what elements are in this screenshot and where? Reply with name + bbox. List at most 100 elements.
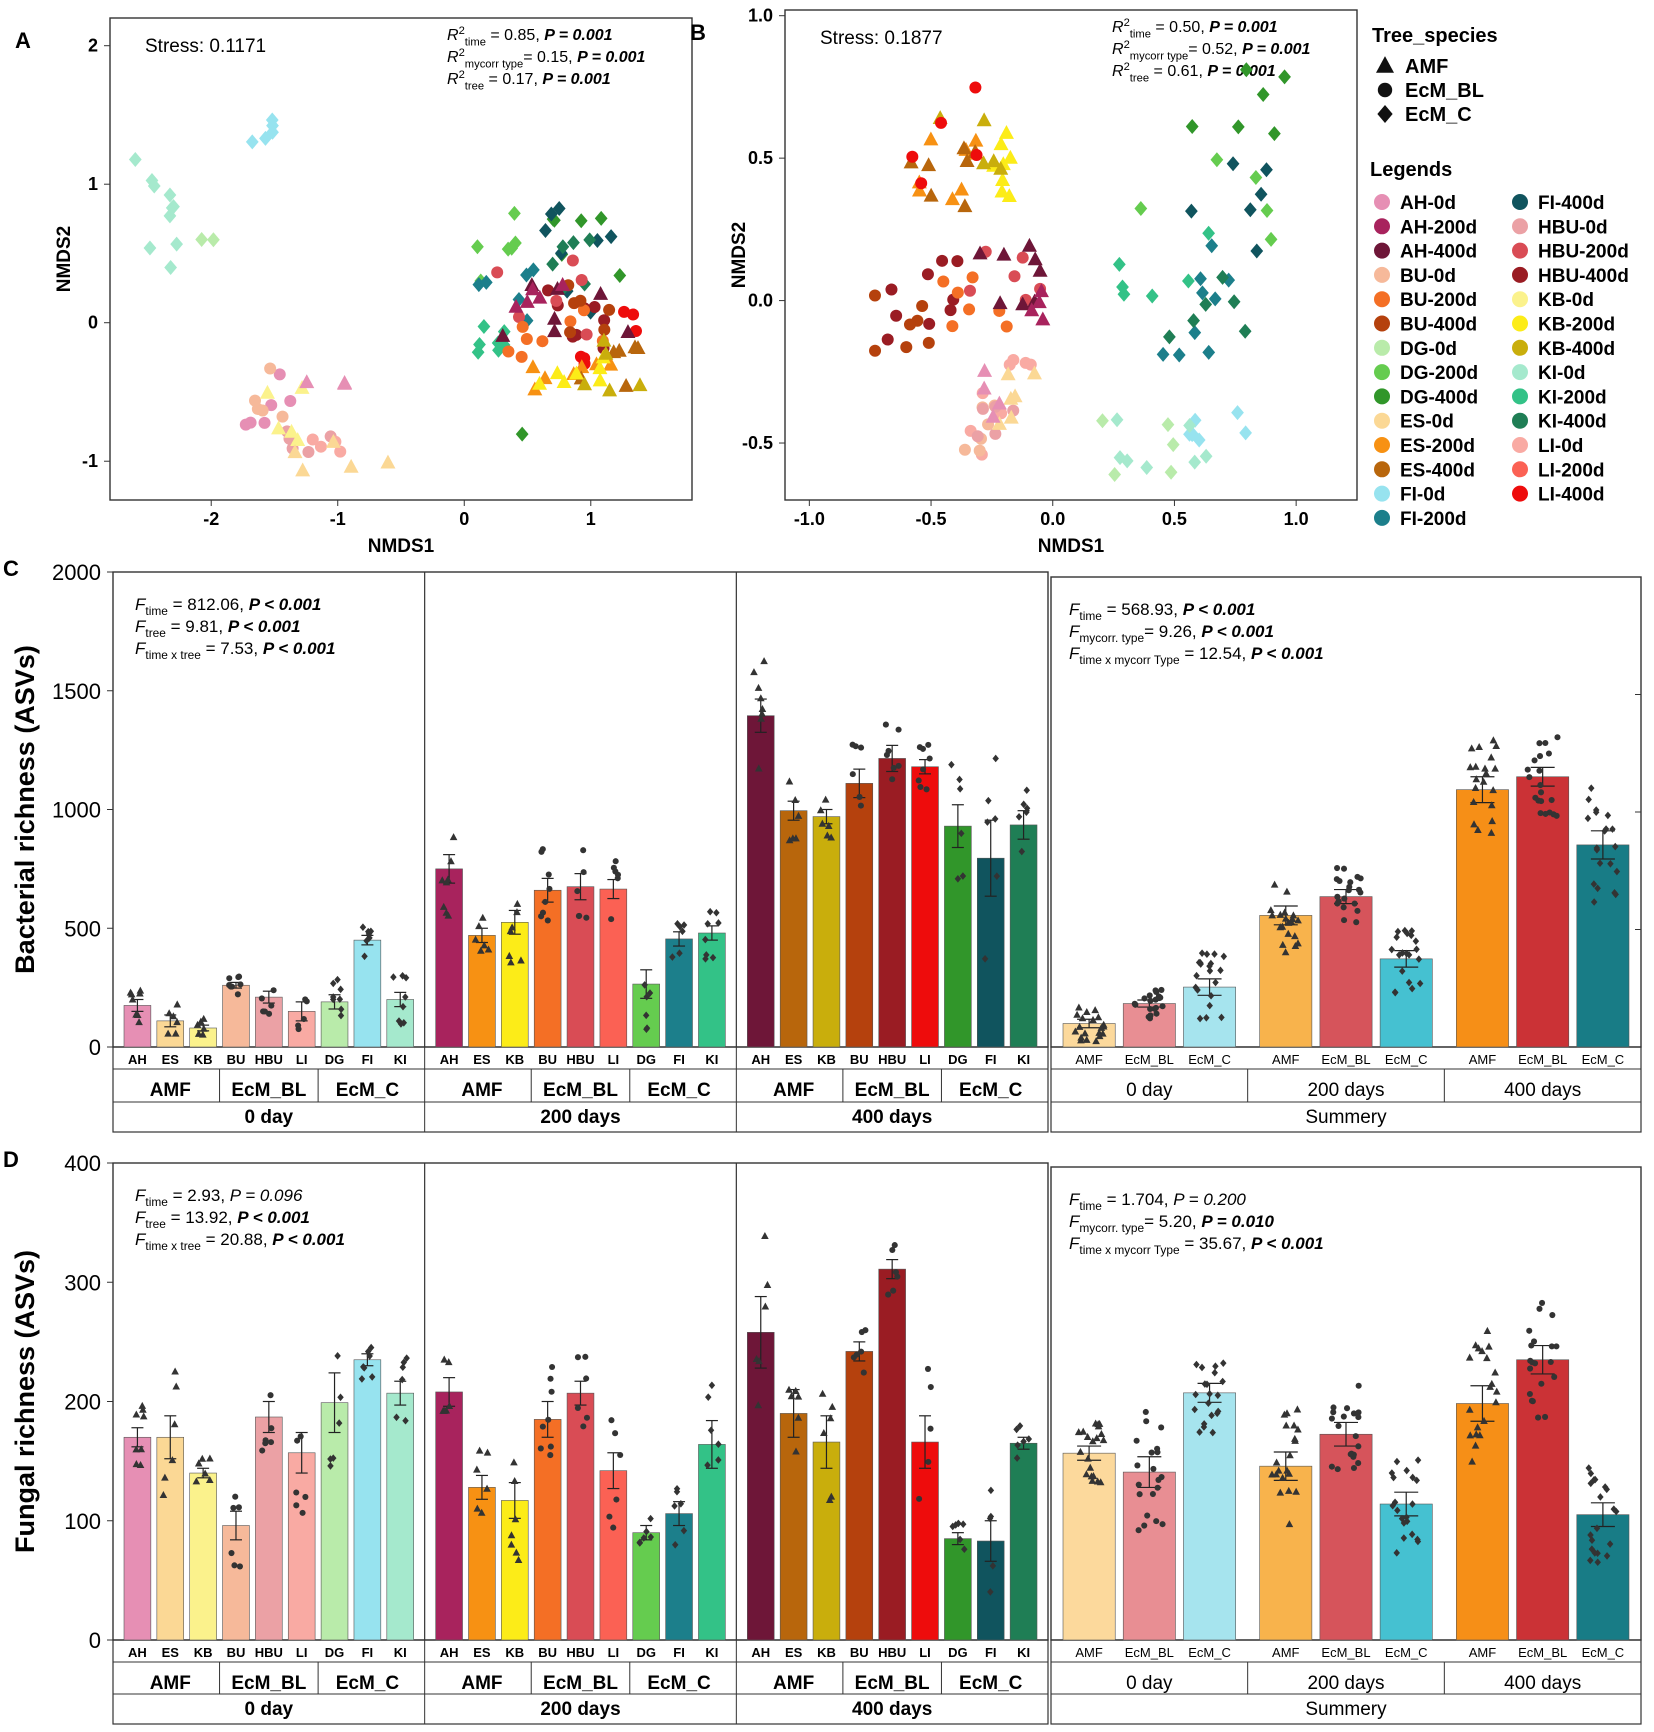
replicate-point [403, 1354, 410, 1362]
replicate-point [398, 1375, 406, 1384]
replicate-point [791, 795, 800, 804]
replicate-point [542, 898, 549, 905]
replicate-point [757, 694, 765, 702]
replicate-point [477, 1508, 486, 1516]
point-KB-200d [998, 125, 1014, 139]
replicate-point [673, 1487, 681, 1496]
point-BU-200d [577, 304, 590, 317]
y-tick-label: -1 [82, 451, 98, 471]
replicate-point [1092, 1434, 1101, 1442]
group-label: EcM_BL [855, 1080, 930, 1101]
point-KI-200d [1202, 225, 1216, 241]
y-tick-label: 0 [89, 1035, 101, 1060]
replicate-point [1483, 1354, 1491, 1362]
bar-LI-0d [287, 1452, 316, 1641]
replicate-point [1400, 1519, 1408, 1527]
x-tick-label: 0.0 [1040, 509, 1065, 529]
replicate-point [643, 992, 650, 1001]
replicate-point [677, 1499, 685, 1508]
point-KI-400d [1216, 269, 1229, 285]
replicate-point [580, 869, 587, 876]
point-KB-200d [549, 365, 565, 380]
point-BU-200d [516, 320, 529, 333]
replicate-point [1607, 859, 1614, 868]
point-FI-200d [1188, 325, 1202, 341]
replicate-point [1471, 783, 1480, 791]
replicate-point [1285, 1520, 1294, 1528]
replicate-point [473, 1504, 482, 1512]
point-ES-0d [1007, 388, 1023, 403]
replicate-point [679, 927, 686, 936]
point-ES-200d [954, 181, 970, 196]
replicate-point [1591, 1549, 1599, 1557]
replicate-point [761, 1302, 770, 1310]
replicate-point [1075, 1022, 1084, 1030]
point-DG-200d [1134, 201, 1148, 217]
y-axis-label: Fungal richness (ASVs) [10, 1250, 40, 1553]
point-FI-400d [1226, 156, 1240, 172]
replicate-point [445, 1401, 454, 1409]
time-label: 400 days [852, 1107, 932, 1128]
replicate-point [1399, 967, 1406, 975]
time-label: 400 days [1504, 1080, 1581, 1101]
point-DG-400d [574, 213, 588, 229]
replicate-point [608, 1417, 615, 1424]
legend-shape-AMF [1376, 56, 1394, 73]
point-KB-400d [986, 153, 1002, 168]
bar-LI-200d [599, 888, 628, 1048]
replicate-point [128, 995, 137, 1003]
tree-label: FI [985, 1645, 997, 1660]
replicate-point [1083, 1432, 1092, 1440]
legend-label-KI-400d: KI-400d [1538, 412, 1607, 433]
replicate-point [507, 1540, 516, 1548]
legend-groups-title: Legends [1370, 159, 1452, 181]
panel-letter: C [3, 556, 19, 581]
point-FI-0d [265, 112, 279, 128]
legend-label-FI-0d: FI-0d [1400, 485, 1445, 506]
point-KB-0d [259, 384, 275, 399]
replicate-point [754, 683, 763, 691]
replicate-point [985, 796, 992, 805]
replicate-point [1214, 1391, 1222, 1400]
bar-AMF-400d [1456, 1403, 1509, 1641]
replicate-point [958, 829, 965, 838]
replicate-point [636, 1538, 643, 1547]
replicate-point [1014, 1441, 1021, 1449]
replicate-point [755, 1357, 763, 1365]
tree-label: LI [608, 1645, 620, 1660]
replicate-point [794, 1392, 803, 1400]
point-ES-200d [944, 191, 960, 206]
bar-KB-400d [812, 1441, 841, 1641]
replicate-point [754, 1401, 763, 1409]
replicate-point [643, 1527, 650, 1536]
point-ES-0d [287, 444, 303, 459]
replicate-point [984, 818, 991, 826]
bar-AH-400d [747, 1332, 775, 1641]
replicate-point [483, 1484, 491, 1492]
point-DG-0d [207, 232, 220, 248]
replicate-point [794, 811, 803, 819]
replicate-point [1536, 740, 1543, 747]
replicate-point [1081, 1029, 1089, 1037]
replicate-point [480, 941, 489, 949]
replicate-point [513, 908, 521, 916]
point-HBU-400d [598, 314, 611, 327]
replicate-point [236, 1563, 243, 1570]
replicate-point [132, 1010, 140, 1018]
tree-label: BU [227, 1052, 246, 1067]
replicate-point [1353, 919, 1360, 926]
replicate-point [1082, 1470, 1091, 1478]
point-KI-400d [556, 239, 570, 255]
point-LI-0d [306, 433, 319, 446]
replicate-point [440, 1406, 449, 1414]
replicate-point [294, 1437, 301, 1444]
point-AH-400d [547, 310, 563, 325]
point-FI-200d [1172, 347, 1186, 363]
time-label: 200 days [1307, 1080, 1384, 1101]
replicate-point [1018, 847, 1026, 856]
replicate-point [956, 785, 964, 793]
replicate-point [1613, 867, 1621, 876]
point-DG-200d [1249, 170, 1263, 186]
replicate-point [1097, 1023, 1106, 1031]
replicate-point [170, 1420, 179, 1428]
